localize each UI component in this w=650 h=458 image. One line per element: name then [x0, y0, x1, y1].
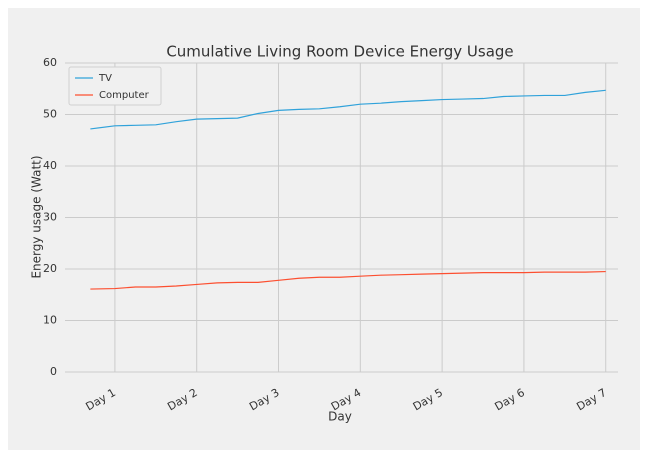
data-line — [90, 89, 606, 130]
y-tick-label: 40 — [43, 159, 57, 172]
chart-title: Cumulative Living Room Device Energy Usa… — [166, 43, 513, 61]
y-tick-label: 20 — [43, 262, 57, 275]
legend-label: TV — [98, 73, 112, 84]
legend-label: Computer — [99, 90, 150, 101]
y-tick-label: 50 — [43, 108, 57, 121]
y-tick-label: 10 — [43, 314, 57, 327]
y-tick-label: 0 — [50, 365, 57, 378]
y-tick-label: 60 — [43, 56, 57, 69]
y-tick-label: 30 — [43, 211, 57, 224]
data-line — [90, 270, 606, 290]
x-axis-label: Day — [328, 410, 352, 424]
y-axis-label: Energy usage (Watt) — [30, 155, 44, 278]
